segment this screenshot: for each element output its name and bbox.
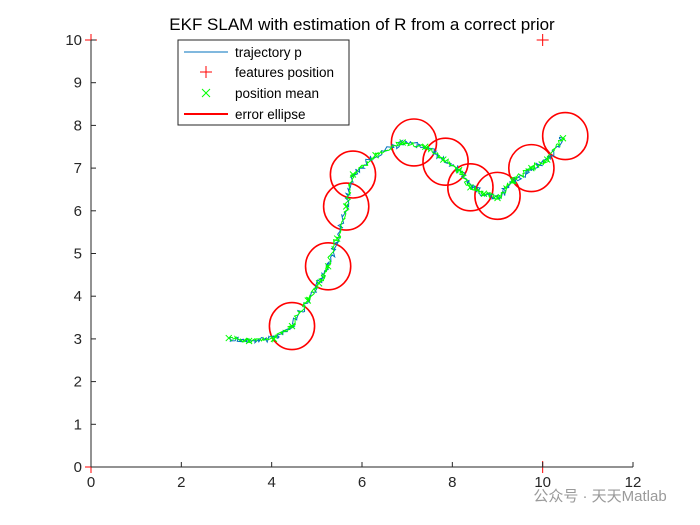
- error-ellipse: [422, 137, 469, 186]
- position-mean-marker: [225, 334, 233, 342]
- x-tick-label: 4: [267, 474, 275, 491]
- x-tick-label: 12: [625, 474, 642, 491]
- position-mean-marker: [559, 134, 567, 142]
- position-mean-marker: [509, 177, 517, 185]
- y-tick-label: 3: [74, 331, 82, 348]
- legend-label-mean: position mean: [235, 86, 319, 101]
- position-mean-marker: [421, 143, 429, 151]
- position-mean-marker: [480, 190, 488, 198]
- position-mean-line: [229, 137, 566, 344]
- x-tick-label: 2: [177, 474, 185, 491]
- legend: trajectory p features position position …: [177, 39, 350, 126]
- position-mean-marker: [333, 235, 341, 242]
- error-ellipse: [474, 171, 521, 221]
- legend-label-ellipse: error ellipse: [235, 107, 306, 122]
- position-mean-marker: [315, 280, 323, 287]
- position-mean-marker: [455, 166, 463, 174]
- error-ellipse: [322, 182, 370, 231]
- position-mean-marker: [399, 139, 407, 146]
- position-mean-marker: [270, 335, 278, 343]
- x-tick-label: 8: [448, 474, 456, 491]
- y-tick-label: 5: [74, 246, 82, 263]
- watermark-text: 公众号 · 天天Matlab: [533, 488, 666, 505]
- legend-swatch-mean: [201, 88, 211, 98]
- error-ellipse: [390, 118, 438, 167]
- error-ellipse: [329, 150, 377, 199]
- feature-marker: [536, 34, 549, 46]
- y-tick-label: 4: [74, 288, 82, 305]
- y-tick-label: 9: [74, 75, 82, 92]
- y-tick-label: 10: [65, 32, 82, 49]
- error-ellipses: [268, 111, 589, 351]
- legend-swatch-features: [200, 66, 212, 78]
- x-tick-label: 6: [358, 474, 366, 491]
- position-mean-marker: [288, 322, 296, 330]
- position-mean-marker: [304, 297, 312, 304]
- x-ticks: 0 2 4 6 8 10 12: [87, 462, 642, 491]
- legend-label-features: features position: [235, 65, 334, 80]
- x-tick-label: 10: [534, 474, 551, 491]
- y-tick-label: 0: [74, 459, 82, 476]
- error-ellipse: [447, 163, 494, 212]
- position-mean-marker: [372, 151, 379, 159]
- legend-label-trajectory: trajectory p: [235, 45, 302, 60]
- error-ellipse: [304, 242, 352, 291]
- position-mean-marker: [245, 337, 253, 345]
- position-mean-marker: [543, 156, 551, 163]
- y-ticks: 0 1 2 3 4 5 6 7 8 9 10: [65, 32, 96, 476]
- position-mean-marker: [349, 171, 357, 178]
- y-tick-label: 7: [74, 160, 82, 177]
- legend-box: [177, 39, 350, 126]
- y-tick-label: 1: [74, 416, 82, 433]
- y-tick-label: 2: [74, 374, 82, 391]
- position-mean-marker: [494, 194, 501, 202]
- error-ellipse: [541, 111, 589, 161]
- x-tick-label: 0: [87, 474, 95, 491]
- y-tick-label: 6: [74, 203, 82, 220]
- error-ellipse: [507, 143, 555, 193]
- position-mean-marker: [342, 203, 350, 210]
- position-mean-marker: [439, 156, 447, 163]
- position-mean-series: [225, 134, 567, 345]
- position-mean-marker: [467, 183, 474, 191]
- error-ellipse: [268, 301, 316, 351]
- chart-title: EKF SLAM with estimation of R from a cor…: [169, 15, 555, 34]
- position-mean-marker: [324, 262, 332, 270]
- position-mean-marker: [528, 164, 535, 172]
- y-tick-label: 8: [74, 117, 82, 134]
